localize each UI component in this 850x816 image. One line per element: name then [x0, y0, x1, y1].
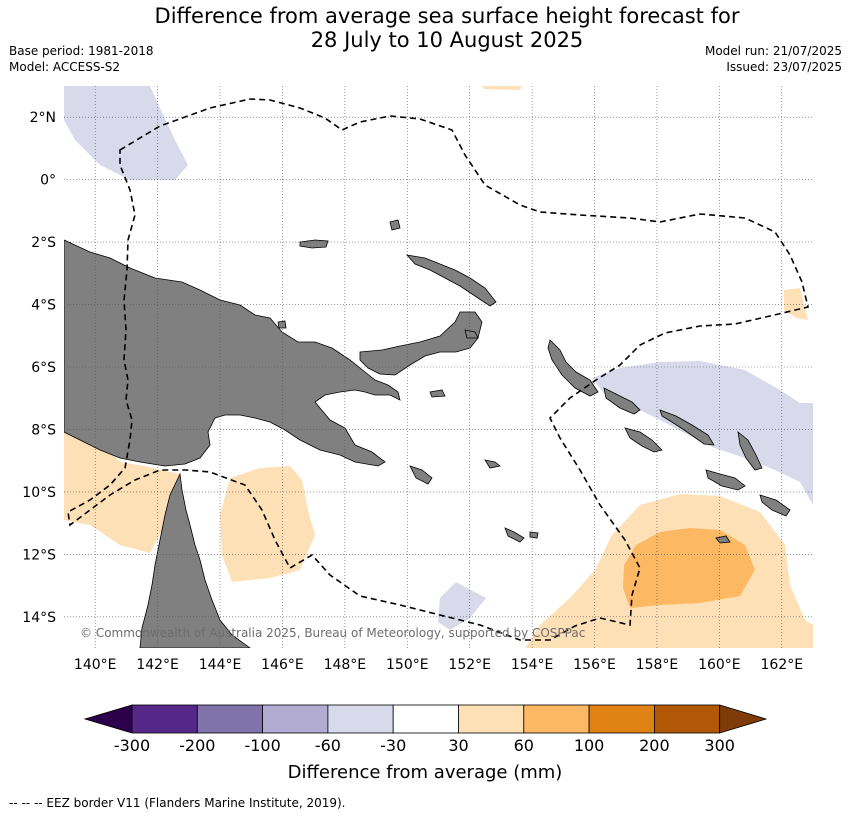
info-right: Model run: 21/07/2025 Issued: 23/07/2025: [705, 43, 842, 75]
solomon-island-1: [603, 387, 641, 415]
solomon-island-3: [624, 427, 663, 453]
fergusson-island: [409, 465, 433, 485]
colorbar-tick-label: -60: [315, 736, 341, 755]
latitude-tick-label: 2°S: [31, 235, 56, 251]
longitude-tick-label: 150°E: [386, 657, 429, 673]
colorbar-bin: [327, 704, 394, 734]
solomon-island-6: [759, 494, 791, 517]
colorbar-tick-label: -30: [380, 736, 406, 755]
colorbar-tick-label: -100: [244, 736, 280, 755]
solomon-island-4: [705, 469, 746, 491]
latitude-tick-label: 4°S: [31, 298, 56, 314]
colorbar-bin: [654, 704, 721, 734]
latitude-tick-label: 10°S: [22, 485, 56, 501]
new-ireland-island: [405, 254, 497, 307]
colorbar-tick-label: 100: [574, 736, 605, 755]
colorbar: -300 -200 -100 -60 -30 30 60 100 200 300: [83, 704, 768, 755]
longitude-tick-label: 158°E: [636, 657, 679, 673]
latitude-tick-label: 2°N: [30, 110, 56, 126]
small-island-3: [429, 389, 446, 398]
anomaly-positive-north: [482, 86, 522, 90]
latitude-tick-label: 8°S: [31, 422, 56, 438]
colorbar-tick-label: -200: [179, 736, 215, 755]
info-left: Base period: 1981-2018 Model: ACCESS-S2: [9, 43, 154, 75]
manus-island: [299, 239, 329, 249]
colorbar-bin: [523, 704, 590, 734]
longitude-tick-label: 144°E: [199, 657, 242, 673]
longitude-tick-label: 162°E: [761, 657, 804, 673]
colorbar-extend-high: [719, 704, 768, 734]
solomon-island-5: [737, 431, 763, 471]
colorbar-tick-label: 200: [639, 736, 670, 755]
colorbar-bin: [392, 704, 459, 734]
longitude-tick-label: 154°E: [511, 657, 554, 673]
colorbar-bin: [131, 704, 198, 734]
anomaly-positive-core: [623, 528, 755, 608]
latitude-tick-label: 14°S: [22, 610, 56, 626]
colorbar-bin: [588, 704, 655, 734]
eez-border-line: [67, 98, 809, 641]
small-island-6: [464, 329, 479, 339]
new-guinea-landmass: [64, 239, 401, 467]
new-britain-island: [359, 311, 483, 376]
colorbar-tick-label: 60: [514, 736, 534, 755]
solomon-island-2: [659, 409, 715, 446]
title-line-1: Difference from average sea surface heig…: [154, 4, 740, 28]
map-title: Difference from average sea surface heig…: [0, 4, 850, 52]
issued-text: Issued: 23/07/2025: [726, 60, 842, 74]
cape-york-peninsula: [139, 472, 251, 648]
colorbar-bin: [196, 704, 264, 734]
eez-legend-text: -- -- -- EEZ border V11 (Flanders Marine…: [9, 796, 346, 810]
colorbar-title: Difference from average (mm): [288, 762, 563, 783]
longitude-tick-label: 160°E: [698, 657, 741, 673]
anomaly-negative-northwest: [64, 86, 188, 180]
colorbar-tick-label: -300: [114, 736, 150, 755]
longitude-tick-label: 148°E: [324, 657, 367, 673]
map-plot-area: © Commonwealth of Australia 2025, Bureau…: [64, 86, 813, 648]
base-period-text: Base period: 1981-2018: [9, 44, 154, 58]
land-masses: [64, 219, 791, 648]
latitude-tick-label: 6°S: [31, 360, 56, 376]
small-island-2: [277, 320, 287, 329]
model-run-text: Model run: 21/07/2025: [704, 44, 842, 58]
small-island-1: [389, 219, 401, 231]
longitude-tick-label: 140°E: [74, 657, 117, 673]
colorbar-bin: [262, 704, 329, 734]
colorbar-tick-label: 300: [704, 736, 735, 755]
longitude-labels: 140°E 142°E 144°E 146°E 148°E 150°E 152°E 154°E…: [74, 657, 803, 673]
latitude-tick-label: 12°S: [22, 547, 56, 563]
longitude-tick-label: 146°E: [261, 657, 304, 673]
title-line-2: 28 July to 10 August 2025: [310, 28, 584, 52]
copyright-text: © Commonwealth of Australia 2025, Bureau…: [80, 626, 585, 640]
model-text: Model: ACCESS-S2: [9, 60, 121, 74]
longitude-tick-label: 142°E: [136, 657, 179, 673]
latitude-tick-label: 0°: [40, 173, 56, 189]
small-island-5: [715, 535, 731, 544]
rossel-island: [504, 527, 525, 543]
latitude-labels: 2°N 0° 2°S 4°S 6°S 8°S 10°S 12°S 14°S: [22, 110, 56, 626]
graticule: [64, 86, 813, 648]
small-island-4: [529, 531, 539, 539]
colorbar-tick-label: 30: [448, 736, 468, 755]
colorbar-bin: [458, 704, 525, 734]
longitude-tick-label: 152°E: [448, 657, 491, 673]
woodlark-island: [484, 459, 501, 469]
longitude-tick-label: 156°E: [573, 657, 616, 673]
bougainville-island: [547, 339, 599, 397]
anomaly-positive-gulf: [64, 430, 180, 553]
colorbar-extend-low: [83, 704, 133, 734]
